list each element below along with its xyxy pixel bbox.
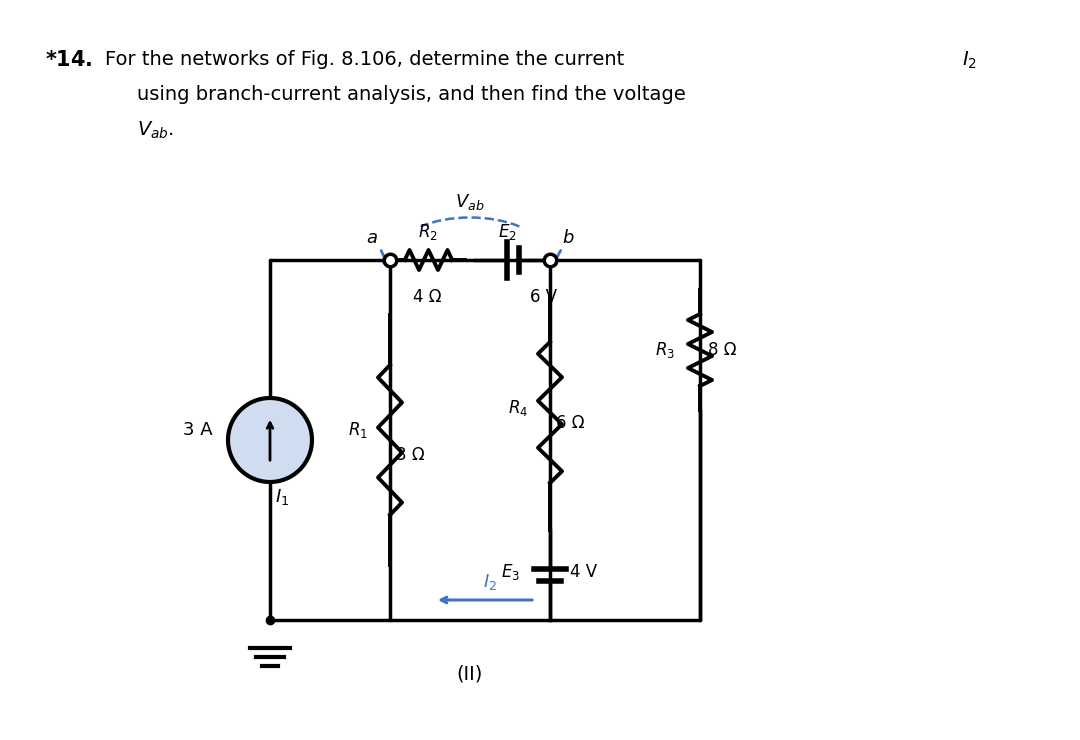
Text: $I_2$: $I_2$ [483, 572, 497, 592]
Text: $I_1$: $I_1$ [275, 487, 289, 507]
Text: For the networks of Fig. 8.106, determine the current: For the networks of Fig. 8.106, determin… [105, 50, 624, 69]
Text: $V_{ab}$.: $V_{ab}$. [137, 120, 174, 141]
Text: 6 Ω: 6 Ω [556, 414, 584, 431]
Text: 3 A: 3 A [184, 421, 213, 439]
Text: 3 Ω: 3 Ω [396, 446, 424, 464]
Text: 6 V: 6 V [530, 288, 557, 306]
Text: $I_2$: $I_2$ [962, 50, 977, 71]
Text: $E_2$: $E_2$ [498, 222, 517, 242]
Text: $R_4$: $R_4$ [508, 397, 528, 417]
Circle shape [228, 398, 312, 482]
Text: $R_3$: $R_3$ [654, 340, 675, 360]
Text: 8 Ω: 8 Ω [708, 341, 737, 359]
Text: $\mathbf{*14.}$: $\mathbf{*14.}$ [45, 50, 93, 70]
Text: a: a [366, 229, 378, 247]
Text: 4 Ω: 4 Ω [414, 288, 442, 306]
Text: $R_1$: $R_1$ [348, 420, 368, 440]
Text: b: b [563, 229, 573, 247]
Text: $R_2$: $R_2$ [418, 222, 437, 242]
Text: using branch-current analysis, and then find the voltage: using branch-current analysis, and then … [137, 85, 686, 104]
Text: 4 V: 4 V [570, 563, 597, 581]
Text: (II): (II) [457, 665, 483, 684]
Text: $V_{ab}$: $V_{ab}$ [456, 192, 485, 212]
Text: $E_3$: $E_3$ [501, 562, 519, 582]
